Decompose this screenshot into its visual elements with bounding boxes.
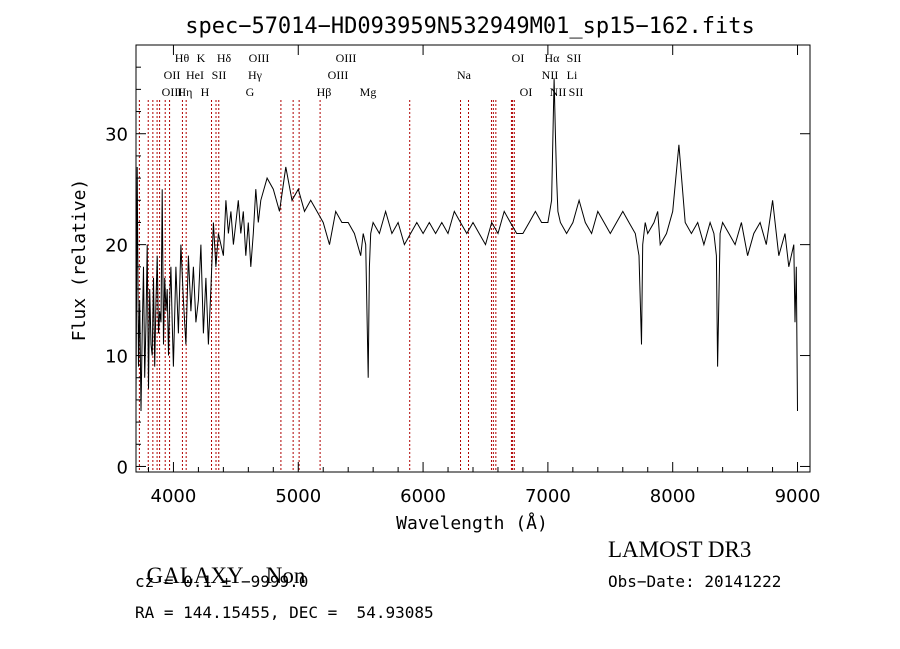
- x-tick-label: 4000: [151, 486, 197, 507]
- emission-line-label: NII: [550, 85, 567, 99]
- x-tick-label: 9000: [775, 486, 821, 507]
- spectrum-series-line: [135, 78, 798, 412]
- survey-name: LAMOST DR3: [608, 537, 752, 562]
- x-axis-ticks: 4000 5000 6000 7000 8000 9000: [147, 45, 821, 507]
- emission-line-label: OII: [164, 68, 181, 82]
- emission-line-label: Hη: [178, 85, 193, 99]
- object-class: GALAXY Non: [135, 537, 306, 589]
- emission-line-label: Hα: [545, 51, 561, 65]
- x-axis-label: Wavelength (Å): [396, 512, 548, 534]
- emission-line-label: Mg: [360, 85, 377, 99]
- x-tick-label: 7000: [525, 486, 571, 507]
- emission-line-label: OIII: [249, 51, 270, 65]
- ra-dec: RA = 144.15455, DEC = 54.93085: [135, 603, 434, 622]
- emission-line-label: OIII: [336, 51, 357, 65]
- emission-line-label: NII: [542, 68, 559, 82]
- emission-line-label: G: [246, 85, 255, 99]
- emission-line-label: SII: [569, 85, 584, 99]
- emission-line-label: Na: [457, 68, 472, 82]
- emission-line-label: K: [197, 51, 206, 65]
- emission-line-label: Hβ: [317, 85, 332, 99]
- chart-title: spec−57014−HD093959N532949M01_sp15−162.f…: [185, 14, 755, 39]
- emission-line-label: HeI: [186, 68, 204, 82]
- emission-line-label: OIII: [162, 85, 183, 99]
- emission-line-label: H: [201, 85, 210, 99]
- y-tick-label: 20: [105, 236, 128, 257]
- emission-line-label: Li: [567, 68, 578, 82]
- x-tick-label: 8000: [650, 486, 696, 507]
- emission-line-markers: [138, 100, 515, 472]
- redshift-cz: cz = 0.1 ± −9999.0: [135, 572, 309, 591]
- y-tick-label: 30: [105, 125, 128, 146]
- emission-line-label: Hδ: [217, 51, 232, 65]
- emission-line-label: Hθ: [175, 51, 190, 65]
- y-tick-label: 10: [105, 347, 128, 368]
- emission-line-label: SII: [212, 68, 227, 82]
- emission-line-labels: Hθ K Hδ OIII OIII OI Hα SII OII HeI SII Hγ OIII Na NII…: [162, 51, 584, 99]
- y-axis-ticks: 0 10 20 30: [105, 66, 810, 478]
- class-value: GALAXY: [146, 563, 243, 588]
- x-tick-label: 6000: [400, 486, 446, 507]
- plot-frame: [135, 44, 811, 473]
- y-axis-label: Flux (relative): [69, 179, 90, 342]
- emission-line-label: OI: [520, 85, 533, 99]
- emission-line-label: SII: [567, 51, 582, 65]
- emission-line-label: Hγ: [248, 68, 263, 82]
- subclass-value: Non: [265, 563, 306, 588]
- emission-line-label: OI: [512, 51, 525, 65]
- emission-line-label: OIII: [328, 68, 349, 82]
- y-tick-label: 0: [117, 457, 128, 478]
- obs-date: Obs−Date: 20141222: [608, 572, 782, 591]
- x-tick-label: 5000: [275, 486, 321, 507]
